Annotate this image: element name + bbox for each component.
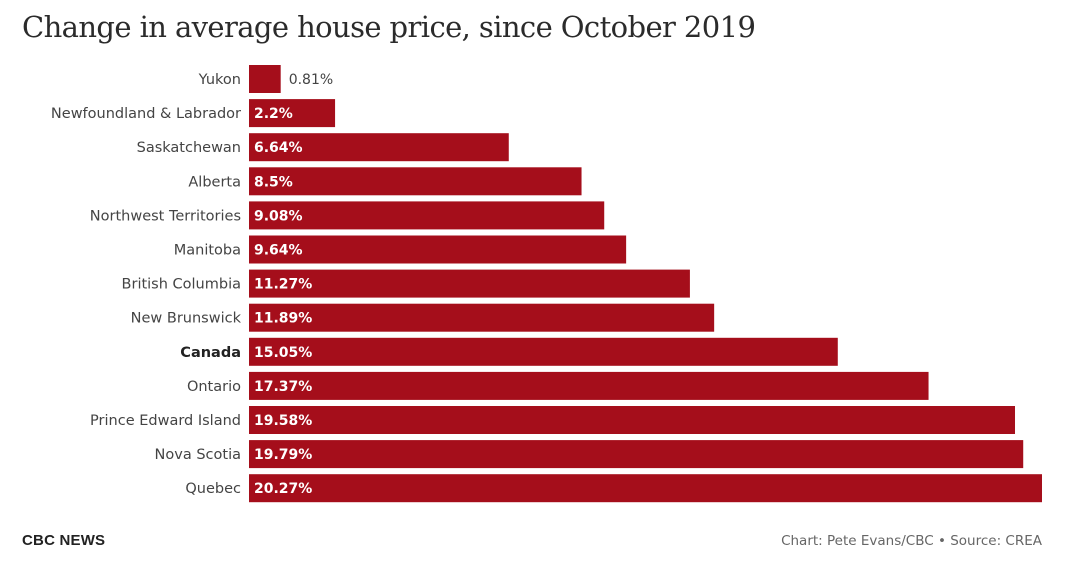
- bar-chart: Yukon 0.81% Newfoundland & Labrador 2.2% Sas…: [51, 65, 1042, 503]
- category-label-newfoundland-labrador: Newfoundland & Labrador: [51, 106, 241, 122]
- bar-quebec: [249, 474, 1042, 503]
- value-label-yukon: 0.81%: [289, 72, 333, 88]
- category-label-british-columbia: British Columbia: [122, 277, 241, 293]
- bar-new-brunswick: [249, 303, 715, 332]
- value-label-quebec: 20.27%: [254, 481, 312, 497]
- category-label-manitoba: Manitoba: [174, 243, 241, 259]
- category-label-northwest-territories: Northwest Territories: [90, 208, 241, 224]
- chart-title: Change in average house price, since Oct…: [22, 10, 756, 44]
- bar-alberta: [249, 167, 582, 196]
- bar-manitoba: [249, 235, 627, 264]
- category-label-alberta: Alberta: [188, 174, 241, 190]
- bar-british-columbia: [249, 269, 690, 298]
- bar-saskatchewan: [249, 133, 509, 162]
- category-label-nova-scotia: Nova Scotia: [155, 447, 241, 463]
- source-credit: Chart: Pete Evans/CBC • Source: CREA: [781, 533, 1042, 549]
- value-label-ontario: 17.37%: [254, 379, 312, 395]
- value-label-prince-edward-island: 19.58%: [254, 413, 312, 429]
- category-label-prince-edward-island: Prince Edward Island: [90, 413, 241, 429]
- bar-northwest-territories: [249, 201, 605, 230]
- bar-nova-scotia: [249, 440, 1024, 469]
- value-label-british-columbia: 11.27%: [254, 277, 312, 293]
- value-label-saskatchewan: 6.64%: [254, 140, 303, 156]
- bar-ontario: [249, 371, 929, 400]
- category-label-new-brunswick: New Brunswick: [131, 311, 242, 327]
- value-label-newfoundland-labrador: 2.2%: [254, 106, 293, 122]
- value-label-canada: 15.05%: [254, 345, 312, 361]
- bar-prince-edward-island: [249, 406, 1016, 434]
- value-label-nova-scotia: 19.79%: [254, 447, 312, 463]
- bar-yukon: [249, 65, 281, 93]
- category-label-saskatchewan: Saskatchewan: [137, 140, 241, 156]
- category-label-ontario: Ontario: [187, 379, 241, 395]
- category-label-yukon: Yukon: [198, 72, 241, 88]
- bar-canada: [249, 337, 838, 366]
- value-label-manitoba: 9.64%: [254, 243, 303, 259]
- value-label-northwest-territories: 9.08%: [254, 208, 303, 224]
- brand-logo-text: CBC NEWS: [22, 532, 106, 549]
- category-label-quebec: Quebec: [185, 481, 241, 497]
- value-label-new-brunswick: 11.89%: [254, 311, 312, 327]
- value-label-alberta: 8.5%: [254, 174, 293, 190]
- category-label-canada: Canada: [180, 345, 241, 361]
- bar-newfoundland-labrador: [249, 99, 336, 128]
